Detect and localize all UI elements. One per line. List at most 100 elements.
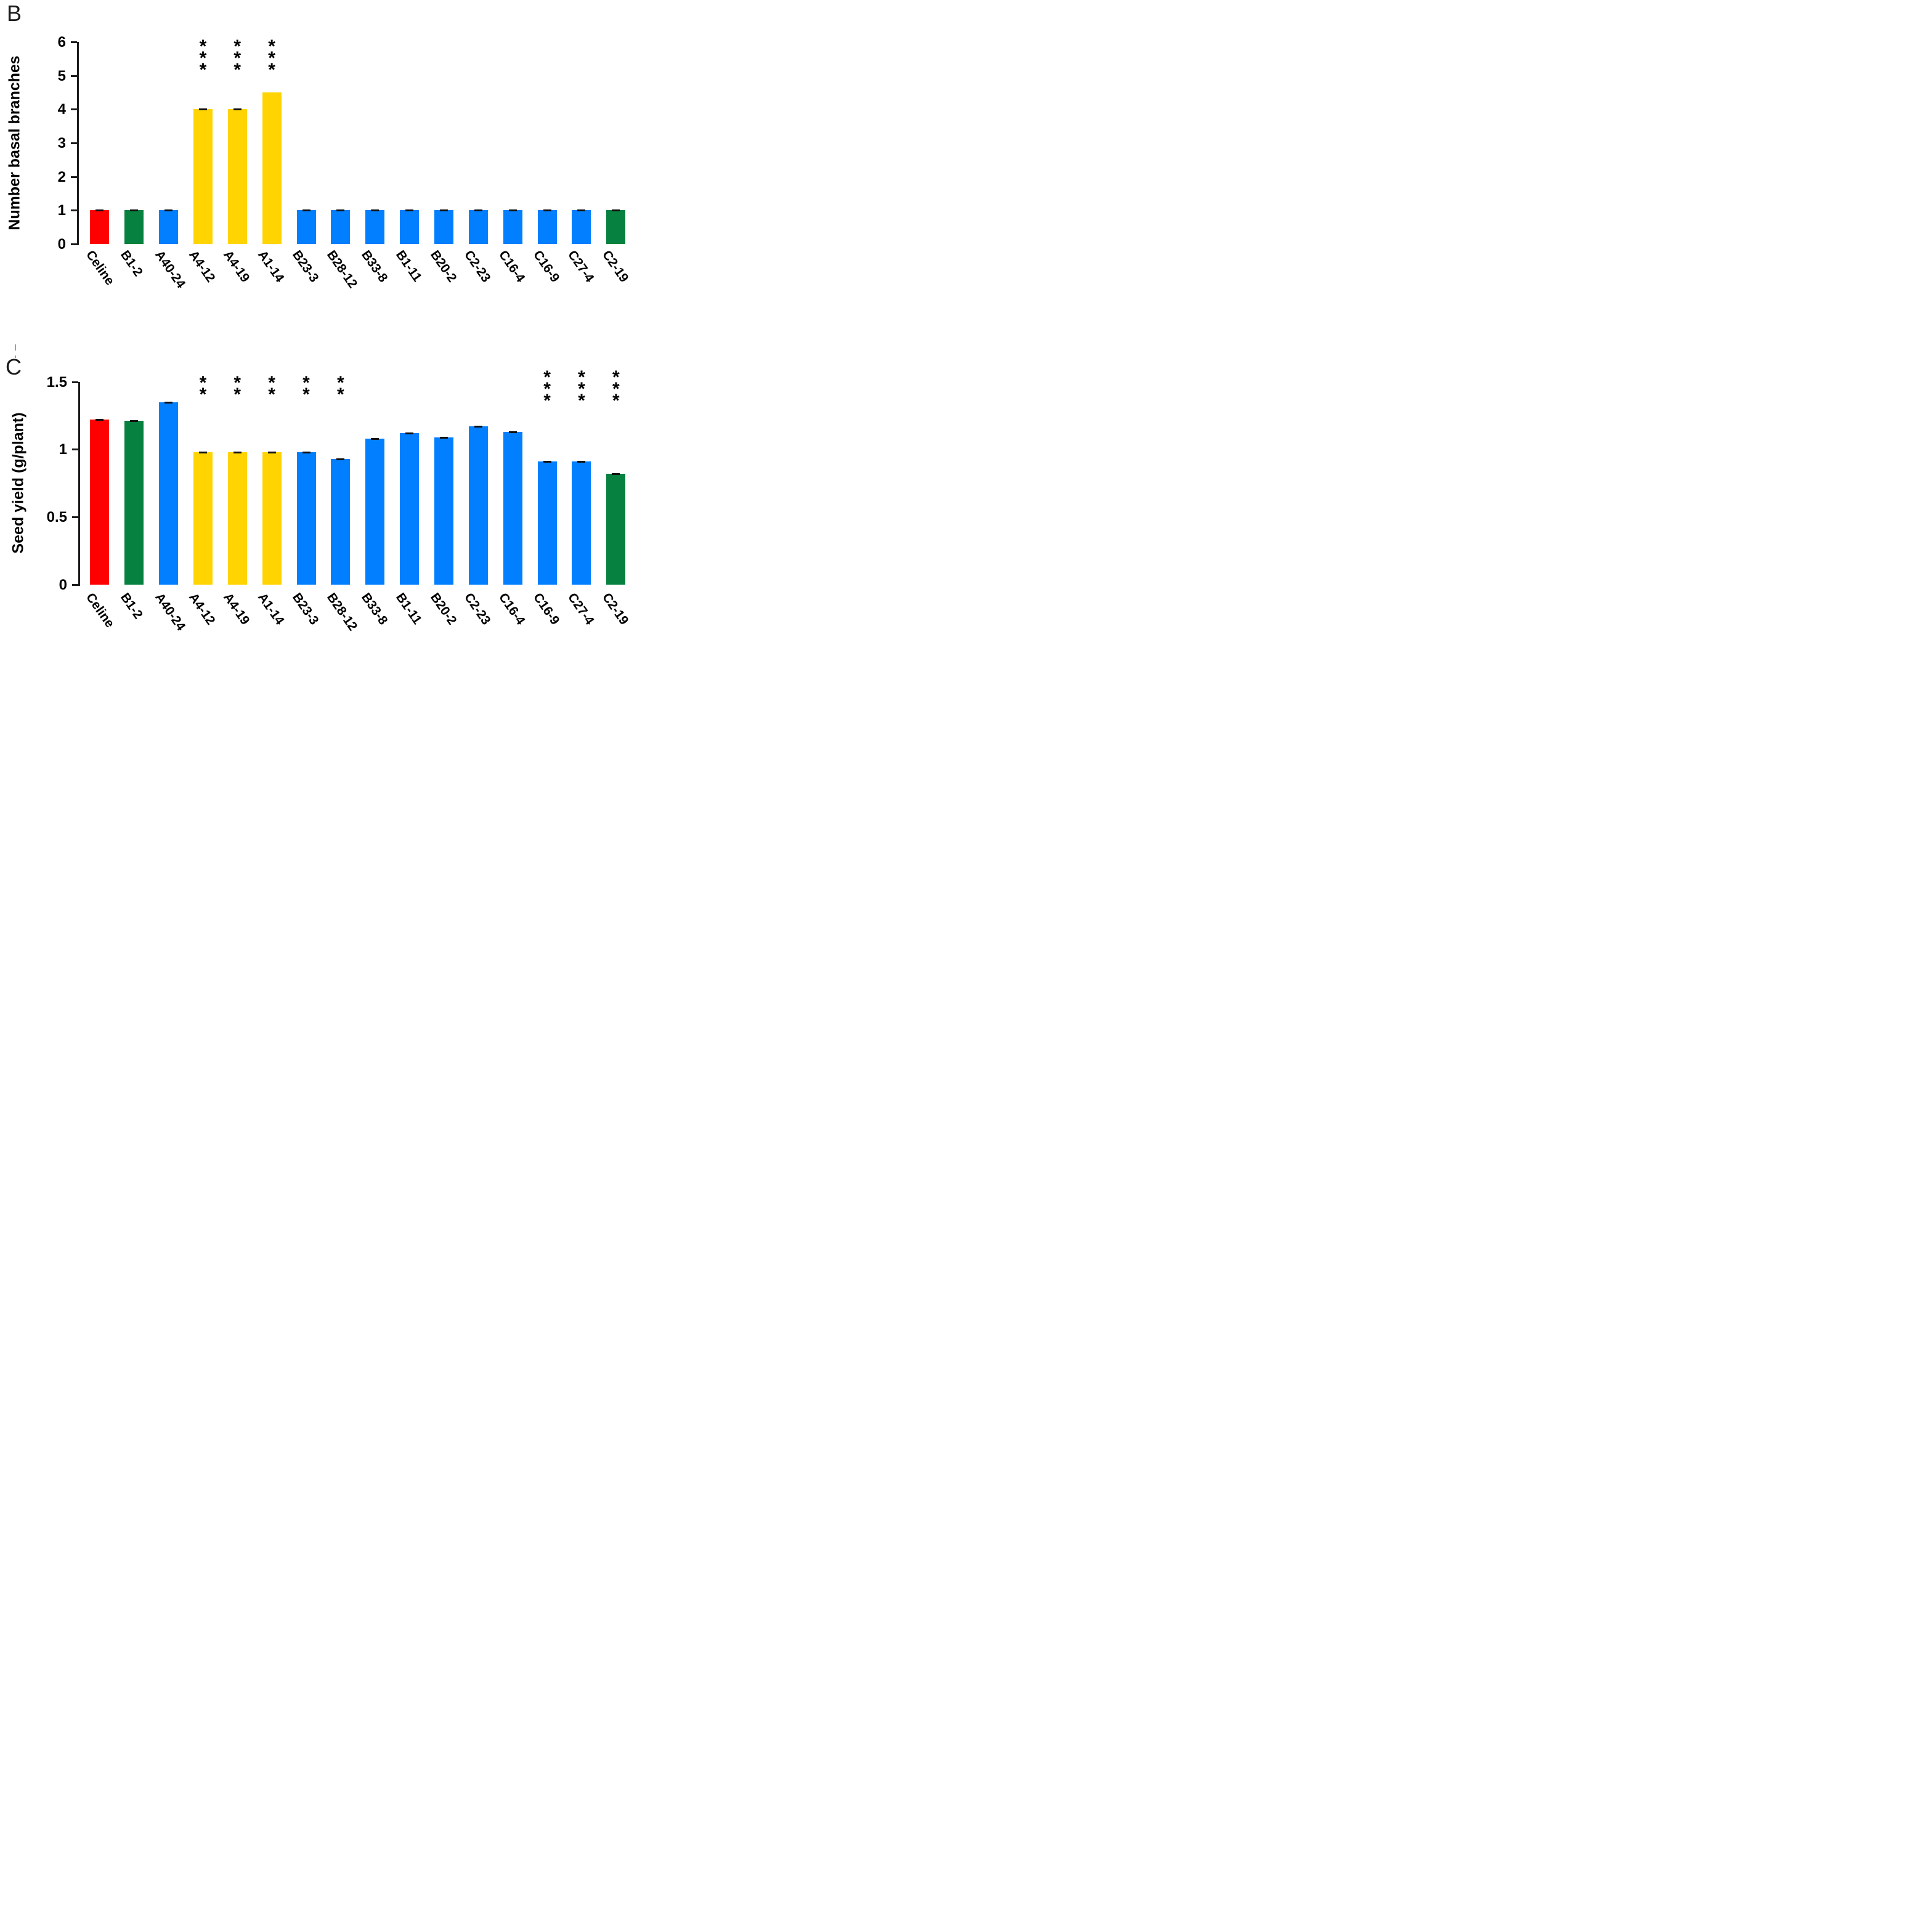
- y-tick: [72, 584, 78, 586]
- x-tick-label: C16-9: [530, 248, 562, 285]
- error-cap: [336, 458, 345, 460]
- x-tick-label: A1-14: [255, 248, 287, 285]
- x-tick-label: B20-2: [427, 590, 460, 628]
- y-tick-label: 1.5: [46, 373, 67, 391]
- error-cap: [440, 436, 448, 439]
- error-cap: [130, 420, 139, 423]
- significance-stars: * * *: [233, 36, 242, 80]
- x-tick-label: C2-23: [461, 590, 493, 628]
- y-tick: [71, 243, 77, 245]
- x-tick-label: C2-23: [461, 248, 493, 285]
- significance-stars: * *: [268, 373, 275, 405]
- panel-b-letter: B: [7, 1, 22, 26]
- error-cap: [543, 461, 551, 463]
- bar-c2-23: [468, 210, 488, 244]
- bar-a1-14: [262, 452, 282, 585]
- bar-b1-2: [124, 210, 144, 244]
- bar-celine: [90, 420, 110, 585]
- bar-b20-2: [434, 210, 453, 244]
- x-tick-label: B28-12: [323, 248, 360, 291]
- significance-stars: * *: [233, 373, 242, 405]
- bar-c2-19: [606, 473, 626, 585]
- x-tick-label: A40-24: [152, 590, 188, 634]
- x-tick-label: B23-3: [289, 248, 322, 285]
- bar-b28-12: [331, 210, 351, 244]
- y-tick-label: 4: [57, 101, 66, 118]
- bar-b28-12: [331, 458, 351, 585]
- bar-c16-9: [537, 461, 557, 585]
- significance-stars: * * *: [612, 367, 620, 411]
- y-tick: [71, 41, 77, 43]
- bar-c27-4: [572, 461, 591, 585]
- stray-mark: [15, 344, 16, 351]
- y-tick: [71, 176, 77, 178]
- y-tick-label: 6: [57, 33, 66, 51]
- error-cap: [440, 209, 448, 212]
- y-tick-label: 0.5: [46, 509, 67, 526]
- y-tick-label: 2: [57, 168, 66, 185]
- error-cap: [405, 432, 414, 435]
- bar-a4-12: [193, 109, 213, 244]
- significance-stars: * *: [337, 373, 344, 405]
- x-tick-label: B1-11: [392, 590, 424, 627]
- bar-a40-24: [159, 402, 179, 585]
- bar-a4-19: [227, 109, 247, 244]
- significance-stars: * *: [302, 373, 310, 405]
- y-tick-label: 0: [57, 236, 66, 253]
- error-cap: [371, 209, 380, 212]
- bar-b1-11: [400, 433, 420, 585]
- y-tick-label: 1: [57, 202, 66, 219]
- x-tick-label: C2-19: [599, 590, 631, 628]
- y-tick: [71, 75, 77, 77]
- x-tick-label: A4-19: [221, 590, 253, 628]
- x-tick-label: B1-2: [117, 590, 145, 622]
- x-tick-label: C16-4: [496, 590, 528, 628]
- y-tick-label: 0: [59, 577, 67, 593]
- bar-b23-3: [296, 210, 316, 244]
- error-cap: [474, 426, 482, 428]
- bar-c27-4: [572, 210, 591, 244]
- significance-stars: * * *: [578, 367, 585, 411]
- significance-stars: * * *: [268, 36, 275, 80]
- bar-celine: [90, 210, 110, 244]
- bar-b1-2: [124, 421, 144, 585]
- x-tick-label: A4-12: [186, 248, 219, 285]
- error-cap: [164, 401, 173, 404]
- bar-c16-4: [503, 210, 522, 244]
- error-cap: [508, 431, 517, 433]
- significance-stars: * *: [199, 373, 207, 405]
- error-cap: [543, 209, 551, 212]
- error-cap: [164, 209, 173, 212]
- panel-c-letter: C: [6, 354, 22, 380]
- bar-a40-24: [159, 210, 179, 244]
- error-cap: [267, 451, 276, 453]
- x-tick-label: A40-24: [152, 248, 188, 291]
- panel-c-y-axis-title: Seed yield (g/plant): [9, 412, 27, 554]
- error-cap: [95, 209, 104, 212]
- bar-b23-3: [296, 452, 316, 585]
- error-cap: [336, 209, 345, 212]
- bar-c2-19: [606, 210, 626, 244]
- y-tick: [71, 108, 77, 111]
- x-tick-label: C27-4: [564, 248, 597, 285]
- y-tick: [71, 209, 77, 212]
- error-cap: [474, 209, 482, 212]
- x-tick-label: B23-3: [289, 590, 322, 628]
- significance-stars: * * *: [543, 367, 551, 411]
- y-tick: [72, 381, 78, 383]
- error-cap: [198, 108, 207, 111]
- error-cap: [405, 209, 414, 212]
- bar-a1-14: [262, 92, 282, 244]
- x-tick-label: C16-4: [496, 248, 528, 285]
- x-tick-label: B1-11: [392, 248, 424, 285]
- error-cap: [612, 209, 620, 212]
- y-tick-label: 5: [57, 67, 66, 84]
- y-tick: [72, 516, 78, 519]
- x-tick-label: B28-12: [323, 590, 360, 634]
- error-cap: [198, 451, 207, 453]
- x-tick-label: C16-9: [530, 590, 562, 628]
- bar-b33-8: [365, 210, 385, 244]
- x-tick-label: B33-8: [358, 590, 391, 628]
- error-cap: [302, 451, 310, 453]
- y-tick: [72, 448, 78, 451]
